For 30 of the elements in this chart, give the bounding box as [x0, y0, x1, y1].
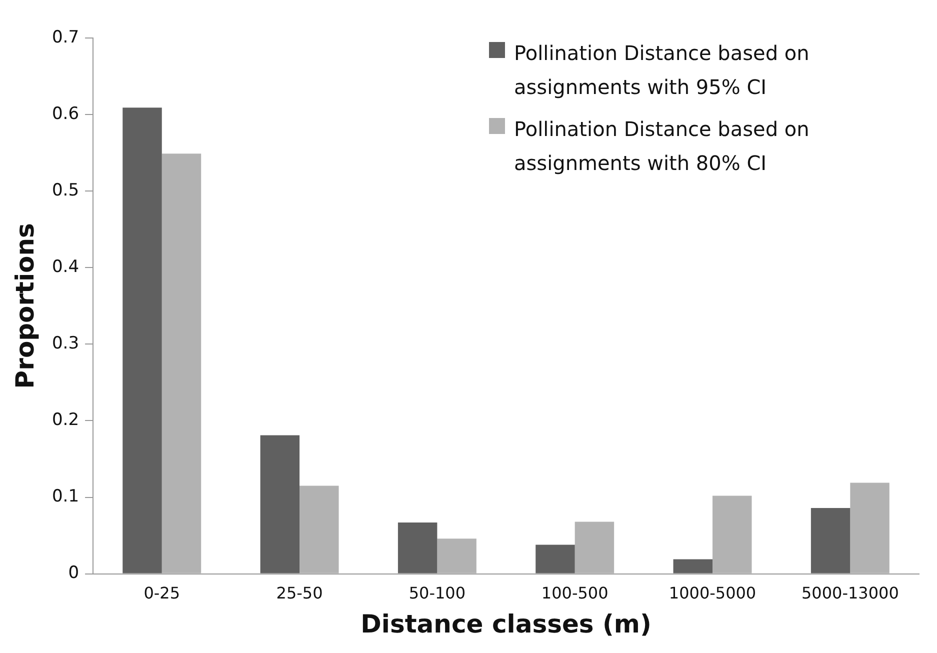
- y-tick-label: 0.3: [52, 334, 80, 354]
- x-axis-title: Distance classes (m): [360, 610, 652, 638]
- y-tick-label: 0.5: [52, 180, 80, 201]
- bar: [810, 508, 850, 574]
- bar: [437, 538, 476, 574]
- bar: [122, 108, 162, 574]
- bar: [574, 522, 614, 574]
- bar: [260, 435, 300, 574]
- bar: [712, 496, 752, 574]
- y-tick-label: 0.4: [52, 257, 80, 278]
- bar: [673, 559, 713, 574]
- bar: [162, 154, 202, 574]
- y-tick-label: 0.6: [52, 104, 80, 124]
- y-tick-label: 0: [68, 563, 80, 584]
- y-tick-label: 0.7: [52, 27, 80, 48]
- y-axis-title: Proportions: [10, 223, 40, 389]
- x-tick-label: 1000-5000: [668, 584, 756, 603]
- bar: [850, 482, 890, 574]
- legend-label: Pollination Distance based on assignments with 95% CI: [514, 40, 810, 101]
- x-tick-label: 0-25: [144, 584, 180, 603]
- x-tick-label: 50-100: [408, 584, 466, 603]
- x-tick-label: 25-50: [276, 584, 323, 603]
- bar: [398, 522, 438, 574]
- x-tick-label: 100-500: [541, 584, 608, 603]
- bar: [536, 544, 575, 574]
- y-tick-label: 0.1: [52, 486, 80, 507]
- legend-label: Pollination Distance based on assignments with 80% CI: [514, 116, 810, 177]
- bar: [300, 486, 339, 574]
- y-tick-label: 0.2: [52, 410, 80, 430]
- x-tick-label: 5000-13000: [801, 584, 899, 603]
